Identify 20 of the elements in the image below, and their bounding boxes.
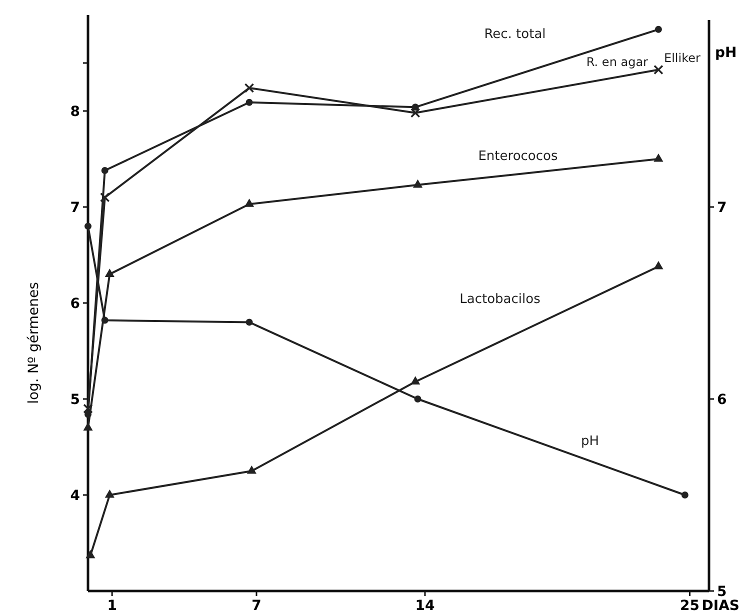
x-tick-label: 25 [680,598,700,614]
y-tick-label: 4 [70,488,80,504]
y-tick-label: 8 [70,104,80,120]
series-label: Rec. total [484,27,546,42]
y2-tick-label: 5 [717,584,727,600]
x-tick-label: 7 [252,598,262,614]
y2-tick-label: 7 [717,200,727,216]
y-tick-label: 6 [70,296,80,312]
series-label: Lactobacilos [460,292,541,307]
y-axis-title: log. Nº gérmenes [26,282,42,404]
y-tick-label: 7 [70,200,80,216]
x-axis-title: DIAS [702,598,740,614]
series-label: pH [580,434,600,449]
y-tick-label: 5 [70,392,80,408]
x-tick-label: 1 [107,598,117,614]
y2-axis-title: pH [715,45,737,61]
x-tick-label: 14 [415,598,435,614]
text: R. en agar Elliker [586,51,700,69]
series-label: Enterococos [478,149,558,164]
y2-tick-label: 6 [717,392,727,408]
